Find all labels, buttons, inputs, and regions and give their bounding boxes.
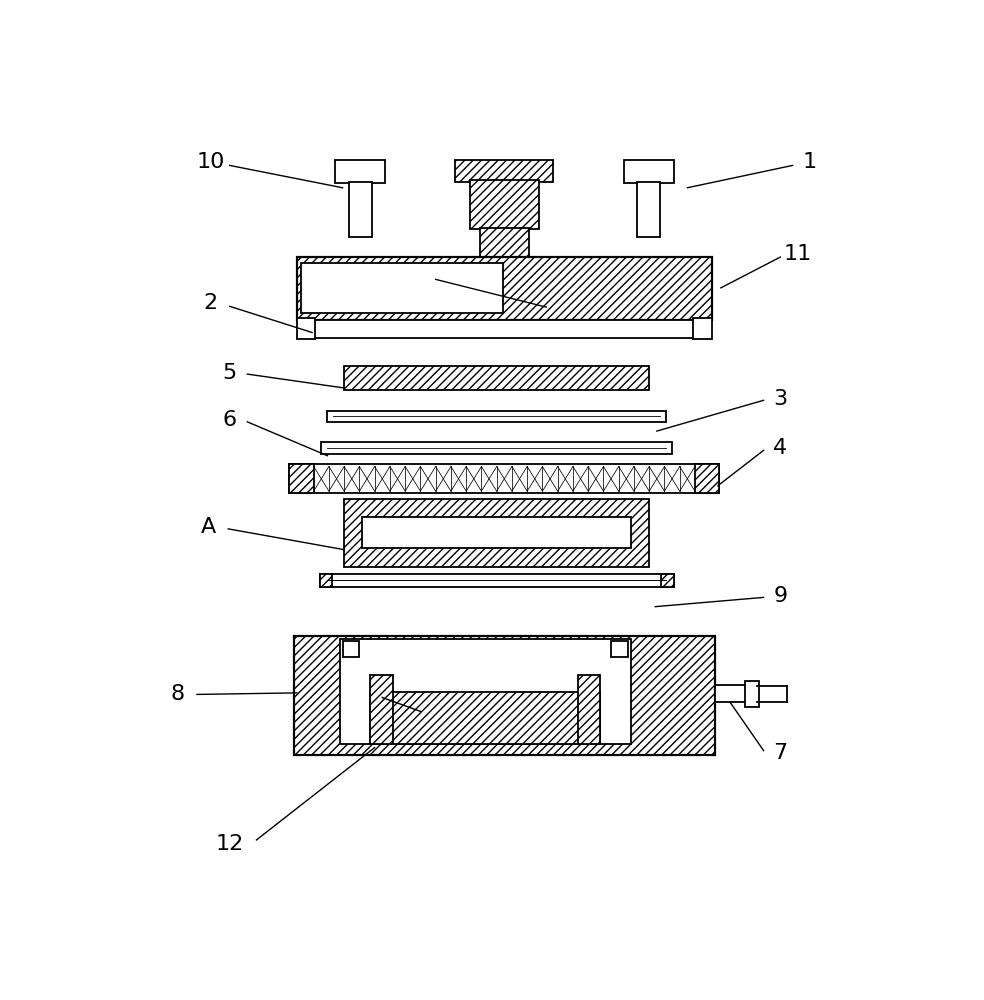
Text: 1: 1 xyxy=(802,152,817,172)
Text: A: A xyxy=(201,517,216,537)
Bar xyxy=(370,692,600,744)
Bar xyxy=(456,160,553,182)
Text: 5: 5 xyxy=(222,363,237,383)
Bar xyxy=(470,180,538,229)
Bar xyxy=(370,675,393,744)
Bar xyxy=(637,182,660,237)
Bar xyxy=(312,320,697,338)
Text: 9: 9 xyxy=(773,586,787,606)
Bar xyxy=(745,681,759,707)
Bar xyxy=(624,160,674,183)
Bar xyxy=(611,641,628,657)
Bar xyxy=(301,263,503,312)
Text: 2: 2 xyxy=(204,293,217,313)
Bar xyxy=(694,318,711,339)
Bar xyxy=(348,182,372,237)
Text: 12: 12 xyxy=(215,834,244,854)
Bar xyxy=(344,499,649,567)
Bar xyxy=(339,639,631,744)
Bar xyxy=(297,257,711,320)
Bar xyxy=(578,675,600,744)
Bar xyxy=(362,517,631,548)
Bar xyxy=(297,318,315,339)
Text: 8: 8 xyxy=(171,684,185,704)
Bar xyxy=(320,574,674,587)
Bar xyxy=(344,366,649,389)
Text: 3: 3 xyxy=(773,389,787,409)
Bar xyxy=(294,636,714,755)
Bar xyxy=(714,685,757,702)
Bar xyxy=(289,464,719,493)
Bar xyxy=(320,574,332,587)
Bar xyxy=(661,574,674,587)
Bar xyxy=(342,641,359,657)
Bar xyxy=(480,228,528,259)
Bar xyxy=(328,411,666,422)
Bar xyxy=(289,464,314,493)
Text: 7: 7 xyxy=(773,743,787,763)
Bar xyxy=(335,160,385,183)
Text: 10: 10 xyxy=(197,152,225,172)
Bar xyxy=(695,464,719,493)
Text: 11: 11 xyxy=(784,244,812,264)
Text: 4: 4 xyxy=(773,438,787,458)
Bar xyxy=(322,442,672,454)
Text: 6: 6 xyxy=(222,410,237,430)
